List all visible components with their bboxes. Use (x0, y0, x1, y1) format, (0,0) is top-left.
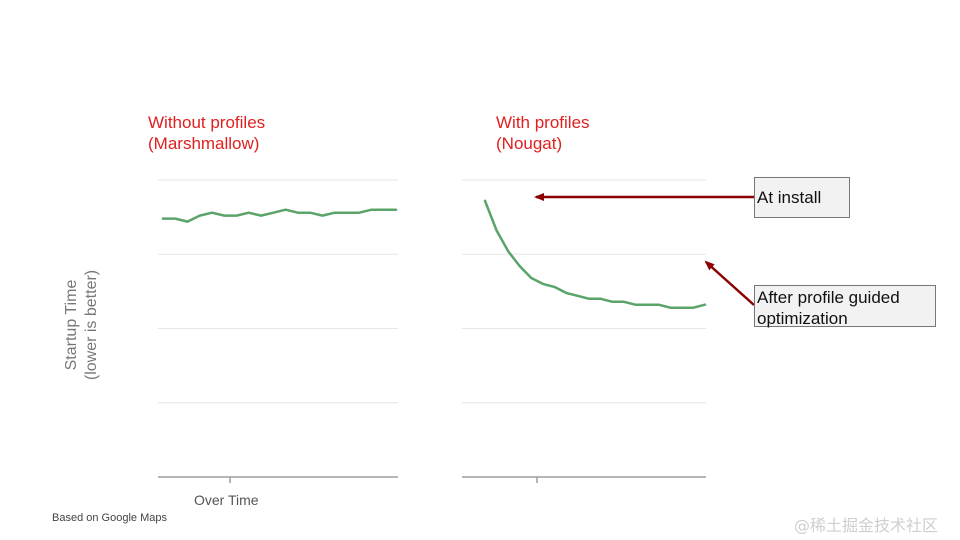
chart-title-right-line1: With profiles (496, 113, 590, 132)
callout-at-install: At install (754, 177, 850, 218)
data-point (346, 211, 348, 214)
data-point (260, 214, 262, 217)
data-point (576, 295, 579, 297)
data-point (321, 214, 324, 217)
data-point (646, 303, 648, 306)
data-point (623, 301, 625, 303)
series-line (161, 208, 398, 223)
data-point (309, 211, 312, 214)
data-point (248, 211, 250, 214)
data-point (235, 214, 238, 217)
data-point (530, 277, 533, 279)
chart-title-right: With profiles (Nougat) (496, 112, 590, 154)
data-point (358, 211, 361, 214)
data-point (370, 208, 373, 211)
data-point (600, 298, 602, 300)
data-point (692, 306, 695, 309)
callout-after-pgo: After profile guided optimization (754, 285, 936, 328)
data-point (507, 250, 510, 253)
chart-panel-right (462, 179, 707, 483)
data-point (669, 306, 672, 309)
data-point (297, 211, 299, 214)
data-point (588, 298, 590, 300)
data-point (484, 200, 486, 202)
data-point (211, 211, 213, 214)
chart-title-left-line2: (Marshmallow) (148, 134, 260, 153)
data-point (199, 214, 201, 217)
data-point (186, 220, 189, 223)
y-axis-label: Startup Time (lower is better) (62, 225, 102, 425)
data-point (495, 229, 498, 232)
arrow-after-pgo (704, 260, 755, 306)
data-point (565, 292, 567, 294)
data-point (657, 303, 660, 306)
chart-title-left: Without profiles (Marshmallow) (148, 112, 265, 154)
data-point (395, 208, 397, 211)
callout-after-pgo-line1: After profile guided (757, 288, 900, 307)
chart-panel-left (158, 179, 398, 483)
chart-title-right-line2: (Nougat) (496, 134, 563, 153)
data-point (553, 286, 556, 288)
data-point (542, 283, 544, 285)
footnote: Based on Google Maps (52, 512, 167, 524)
data-point (634, 303, 637, 306)
callout-after-pgo-line2: optimization (757, 309, 848, 328)
y-axis-label-line2: (lower is better) (83, 269, 100, 381)
chart-title-left-line1: Without profiles (148, 113, 266, 132)
data-point (704, 303, 706, 306)
y-axis-label-line1: Startup Time (63, 279, 80, 371)
data-point (223, 214, 226, 217)
data-point (382, 208, 385, 211)
data-point (174, 217, 177, 220)
annotation-arrows (534, 193, 755, 306)
data-point (333, 211, 336, 214)
data-point (272, 211, 275, 214)
data-point (162, 217, 164, 220)
series-line (483, 199, 707, 309)
data-point (284, 208, 287, 211)
data-point (611, 301, 614, 303)
data-point (518, 265, 521, 267)
x-axis-label: Over Time (194, 492, 259, 508)
data-point (681, 306, 683, 309)
callout-at-install-label: At install (757, 188, 822, 207)
watermark: @稀土掘金技术社区 (794, 516, 939, 535)
